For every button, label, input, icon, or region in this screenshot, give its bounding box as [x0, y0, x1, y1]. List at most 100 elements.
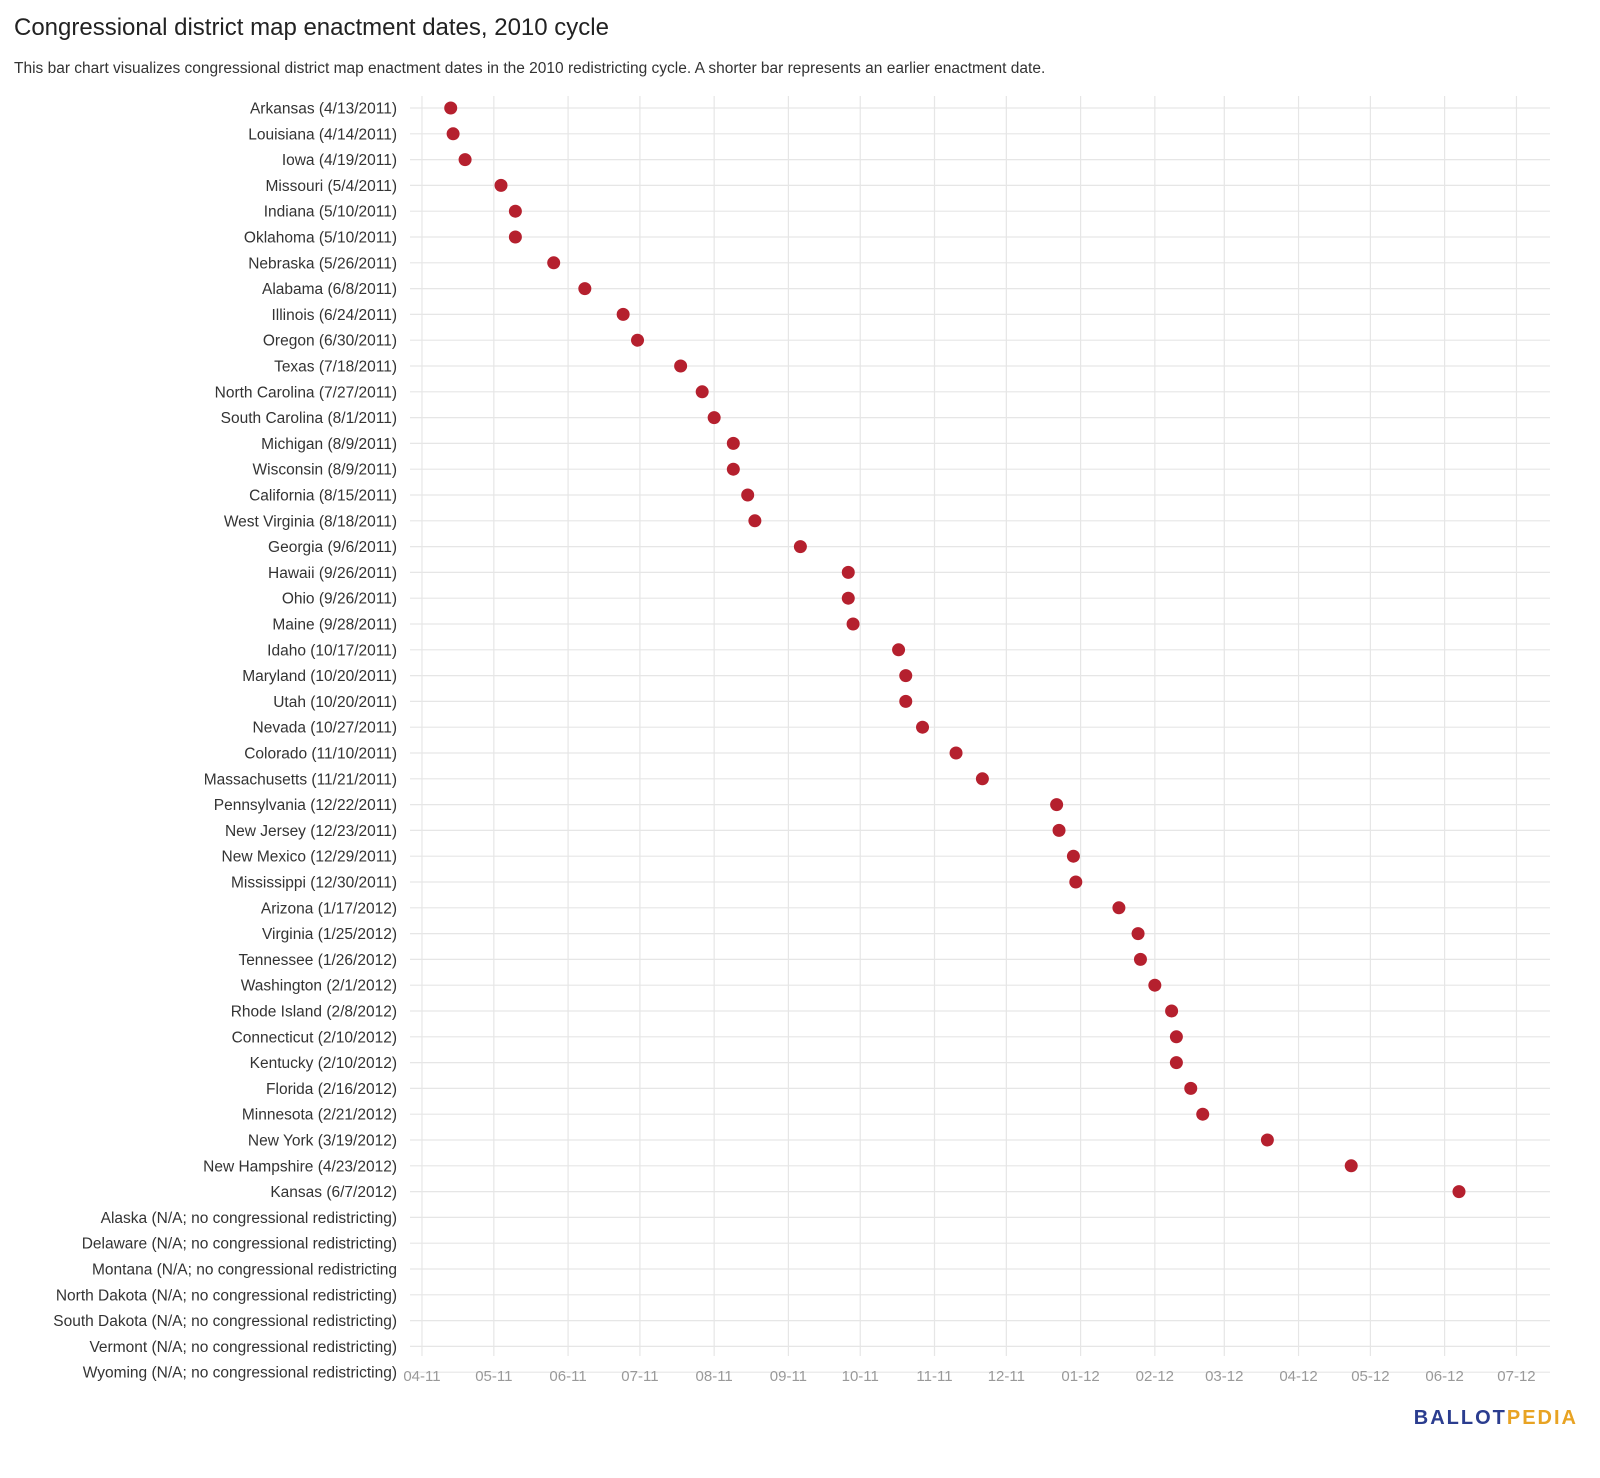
data-point: [1452, 1185, 1466, 1199]
horizontal-gridlines: [410, 107, 1550, 1373]
data-point: [1169, 1030, 1183, 1044]
x-tick-label: 01-12: [1061, 1368, 1099, 1385]
vertical-gridlines: [421, 96, 1518, 1356]
data-point: [892, 643, 906, 657]
data-point: [1066, 849, 1080, 863]
data-point: [1196, 1107, 1210, 1121]
x-axis-ticks: 04-11 05-11 06-11 07-11 08-11 09-11 10-11 11-11…: [403, 1368, 1535, 1385]
data-point: [1260, 1133, 1274, 1147]
data-point: [1133, 952, 1147, 966]
logo-part-ballot: BALLOT: [1413, 1407, 1507, 1429]
row-label: New Mexico (12/29/2011): [222, 849, 397, 866]
data-point: [841, 591, 855, 605]
row-label: Florida (2/16/2012): [266, 1081, 397, 1098]
row-label: Iowa (4/19/2011): [282, 152, 397, 169]
row-label: Arizona (1/17/2012): [261, 900, 397, 917]
x-tick-label: 05-11: [475, 1368, 512, 1385]
data-point: [841, 565, 855, 579]
row-label: California (8/15/2011): [249, 488, 397, 505]
row-label: New Hampshire (4/23/2012): [203, 1158, 397, 1175]
data-point: [1069, 875, 1083, 889]
data-point: [458, 153, 472, 167]
row-label: Arkansas (4/13/2011): [250, 101, 397, 118]
row-label: Maine (9/28/2011): [272, 617, 397, 634]
row-label: Nebraska (5/26/2011): [248, 255, 397, 272]
x-tick-label: 05-12: [1351, 1368, 1389, 1385]
row-label: Massachusetts (11/21/2011): [204, 771, 397, 788]
data-point: [1052, 823, 1066, 837]
data-point: [631, 333, 645, 347]
x-tick-label: 10-11: [842, 1368, 879, 1385]
data-point: [899, 669, 913, 683]
data-point: [444, 101, 458, 115]
row-label: Kansas (6/7/2012): [270, 1184, 397, 1201]
x-tick-label: 07-12: [1497, 1368, 1535, 1385]
data-point: [494, 178, 508, 192]
x-tick-label: 02-12: [1136, 1368, 1174, 1385]
data-point: [1165, 1004, 1179, 1018]
row-label: Utah (10/20/2011): [273, 694, 397, 711]
row-label: Montana (N/A; no congressional redistric…: [92, 1262, 397, 1279]
data-point: [726, 436, 740, 450]
data-point: [1131, 927, 1145, 941]
data-points: [444, 101, 1466, 1199]
x-tick-label: 04-11: [403, 1368, 440, 1385]
ballotpedia-logo: BALLOTPEDIA: [1414, 1407, 1578, 1430]
row-label: Connecticut (2/10/2012): [232, 1029, 397, 1046]
data-point: [695, 385, 709, 399]
chart-subtitle: This bar chart visualizes congressional …: [14, 60, 1046, 77]
row-label: Virginia (1/25/2012): [262, 926, 397, 943]
row-label: South Carolina (8/1/2011): [221, 410, 397, 427]
row-label: Colorado (11/10/2011): [244, 746, 397, 763]
row-label: Texas (7/18/2011): [274, 359, 397, 376]
row-label: Mississippi (12/30/2011): [231, 875, 397, 892]
row-label: Michigan (8/9/2011): [261, 436, 397, 453]
data-point: [616, 307, 630, 321]
x-tick-label: 09-11: [770, 1368, 807, 1385]
row-label: West Virginia (8/18/2011): [224, 513, 397, 530]
data-point: [508, 204, 522, 218]
x-tick-label: 06-12: [1425, 1368, 1463, 1385]
data-point: [1184, 1081, 1198, 1095]
row-label: Maryland (10/20/2011): [242, 668, 397, 685]
row-label: Indiana (5/10/2011): [264, 204, 397, 221]
data-point: [975, 772, 989, 786]
row-label: Hawaii (9/26/2011): [268, 565, 397, 582]
row-label: Delaware (N/A; no congressional redistri…: [82, 1236, 397, 1253]
row-label: Wisconsin (8/9/2011): [253, 462, 397, 479]
row-label: Georgia (9/6/2011): [268, 539, 397, 556]
data-point: [726, 462, 740, 476]
row-label: Oregon (6/30/2011): [263, 333, 397, 350]
row-label: Washington (2/1/2012): [241, 978, 397, 995]
row-label: Louisiana (4/14/2011): [248, 126, 397, 143]
x-tick-label: 08-11: [696, 1368, 733, 1385]
logo-part-pedia: PEDIA: [1506, 1407, 1578, 1429]
row-label: Nevada (10/27/2011): [253, 720, 397, 737]
row-label: Vermont (N/A; no congressional redistric…: [89, 1339, 397, 1356]
x-tick-label: 03-12: [1205, 1368, 1243, 1385]
row-label: Oklahoma (5/10/2011): [244, 230, 397, 247]
data-point: [846, 617, 860, 631]
row-label: New York (3/19/2012): [248, 1133, 397, 1150]
data-point: [674, 359, 688, 373]
data-point: [578, 282, 592, 296]
row-label: Tennessee (1/26/2012): [238, 952, 397, 969]
x-tick-label: 11-11: [916, 1368, 952, 1385]
data-point: [1050, 798, 1064, 812]
data-point: [748, 514, 762, 528]
row-label: Ohio (9/26/2011): [282, 591, 397, 608]
data-point: [1112, 901, 1126, 915]
data-point: [1148, 978, 1162, 992]
data-point: [916, 720, 930, 734]
row-labels: Arkansas (4/13/2011) Louisiana (4/14/2011…: [53, 101, 397, 1382]
row-label: South Dakota (N/A; no congressional redi…: [53, 1313, 397, 1330]
row-label: New Jersey (12/23/2011): [225, 823, 397, 840]
data-point: [899, 694, 913, 708]
data-point: [547, 256, 561, 270]
row-label: North Carolina (7/27/2011): [215, 384, 397, 401]
x-tick-label: 07-11: [621, 1368, 658, 1385]
data-point: [1344, 1159, 1358, 1173]
data-point: [508, 230, 522, 244]
row-label: Alaska (N/A; no congressional redistrict…: [101, 1210, 397, 1227]
data-point: [1169, 1056, 1183, 1070]
